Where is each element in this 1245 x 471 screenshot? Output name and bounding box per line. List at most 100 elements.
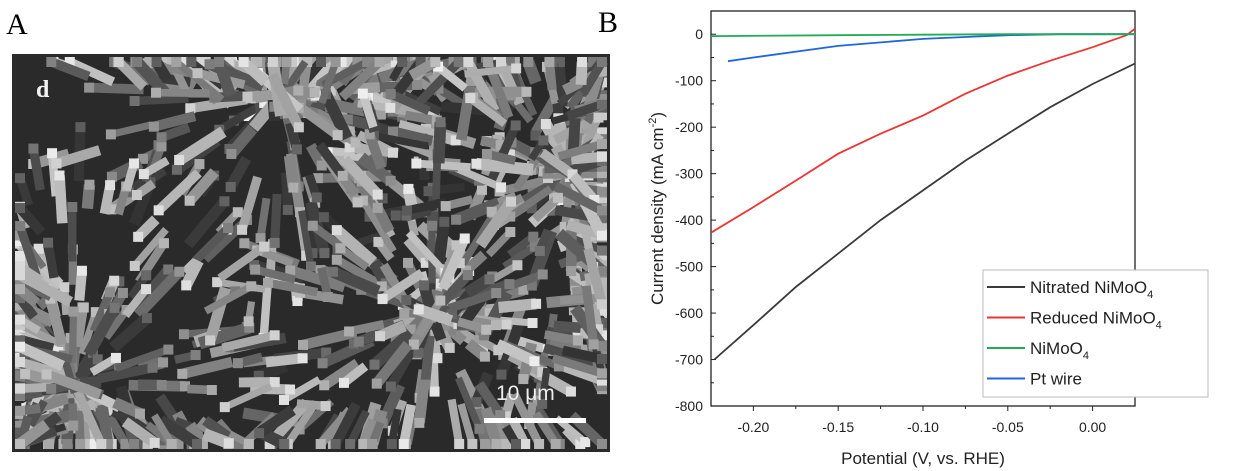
- nanorod-tip: [84, 82, 95, 93]
- nanorod-tip: [15, 293, 25, 304]
- nanorod: [134, 268, 184, 319]
- nanorod-tip: [15, 439, 25, 449]
- nanorod-tip: [401, 210, 412, 221]
- nanorod: [432, 221, 451, 265]
- nanorod-tip: [106, 171, 117, 182]
- nanorod-tip: [131, 190, 142, 201]
- nanorod: [134, 94, 189, 106]
- nanorod-tip: [259, 241, 270, 252]
- series-line-nitrated-nimoo4: [713, 62, 1135, 361]
- nanorod-tip: [597, 381, 607, 392]
- nanorod-tip: [232, 358, 243, 369]
- nanorod: [553, 182, 605, 215]
- nanorod-tip: [526, 203, 537, 214]
- nanorod: [74, 410, 85, 445]
- nanorod-tip: [156, 132, 167, 143]
- nanorod: [364, 132, 387, 171]
- nanorod-tip: [137, 153, 148, 164]
- nanorod-tip: [330, 57, 341, 67]
- nanorod-tip: [500, 411, 511, 422]
- nanorod-tip: [15, 420, 25, 431]
- nanorod: [288, 265, 346, 293]
- nanorod-tip: [67, 201, 78, 212]
- nanorod: [15, 224, 41, 277]
- nanorod-tip: [480, 439, 491, 449]
- nanorod-tip: [68, 420, 79, 431]
- nanorod-tip: [403, 183, 414, 194]
- nanorod-tip: [491, 288, 502, 299]
- nanorod: [155, 169, 202, 214]
- nanorod-tip: [375, 109, 386, 120]
- nanorod-tip: [401, 295, 412, 306]
- nanorod-tip: [344, 142, 355, 153]
- nanorod: [73, 388, 106, 446]
- nanorod-tip: [163, 264, 174, 275]
- nanorod-tip: [178, 329, 189, 340]
- nanorod: [318, 60, 340, 105]
- nanorod-tip: [90, 307, 101, 318]
- nanorod: [97, 362, 154, 384]
- nanorod-tip: [382, 57, 393, 67]
- nanorod-tip: [364, 129, 375, 140]
- nanorod-tip: [504, 57, 515, 67]
- nanorod: [217, 243, 267, 282]
- nanorod: [267, 278, 319, 297]
- nanorod: [557, 140, 604, 161]
- nanorod-tip: [305, 261, 316, 272]
- nanorod: [370, 328, 415, 370]
- nanorod-tip: [398, 439, 409, 449]
- nanorod-tip: [141, 313, 152, 324]
- nanorod-tip: [264, 439, 275, 449]
- nanorod-tip: [479, 330, 490, 341]
- nanorod-tip: [597, 305, 607, 316]
- panel-label-b: B: [598, 6, 619, 39]
- nanorod-tip: [537, 398, 548, 409]
- nanorod-tip: [509, 57, 520, 67]
- nanorod: [254, 265, 296, 284]
- nanorod-tip: [253, 370, 264, 381]
- nanorod-tip: [453, 57, 464, 67]
- nanorod: [320, 91, 353, 141]
- nanorod-tip: [174, 266, 185, 277]
- nanorod-tip: [554, 57, 565, 67]
- nanorod: [464, 64, 517, 78]
- nanorod-tip: [467, 439, 478, 449]
- scale-bar: [484, 418, 586, 423]
- nanorod-tip: [224, 57, 235, 67]
- nanorod-tip: [424, 108, 435, 119]
- nanorod: [83, 305, 120, 358]
- nanorod: [565, 100, 604, 121]
- nanorod-tip: [129, 260, 140, 271]
- nanorod-tip: [244, 322, 255, 333]
- nanorod-tip: [293, 122, 304, 133]
- nanorod: [331, 401, 361, 447]
- nanorod-tip: [597, 193, 607, 204]
- nanorod-tip: [372, 88, 383, 99]
- nanorod: [399, 403, 416, 445]
- nanorod: [567, 113, 581, 156]
- nanorod-tip: [54, 170, 65, 181]
- nanorod: [110, 121, 152, 138]
- nanorod-tip: [243, 316, 254, 327]
- y-tick-label: -800: [675, 398, 703, 414]
- nanorod: [336, 229, 389, 254]
- nanorod-tip: [15, 319, 25, 330]
- nanorod-tip: [534, 439, 545, 449]
- nanorod-tip: [281, 57, 292, 67]
- nanorod-tip: [474, 423, 485, 434]
- nanorod-tip: [331, 254, 342, 265]
- nanorod-tip: [597, 245, 607, 256]
- nanorod: [49, 57, 91, 81]
- nanorod-tip: [429, 386, 440, 397]
- nanorod-tip: [318, 212, 329, 223]
- nanorod-tip: [597, 353, 607, 364]
- nanorod-tip: [20, 368, 31, 379]
- nanorod: [455, 80, 477, 141]
- nanorod-tip: [15, 335, 25, 346]
- nanorod: [97, 404, 114, 445]
- nanorod-tip: [205, 335, 216, 346]
- nanorod-tip: [580, 344, 591, 355]
- nanorod-tip: [46, 383, 57, 394]
- nanorod-tip: [259, 97, 270, 108]
- nanorod-tip: [479, 351, 490, 362]
